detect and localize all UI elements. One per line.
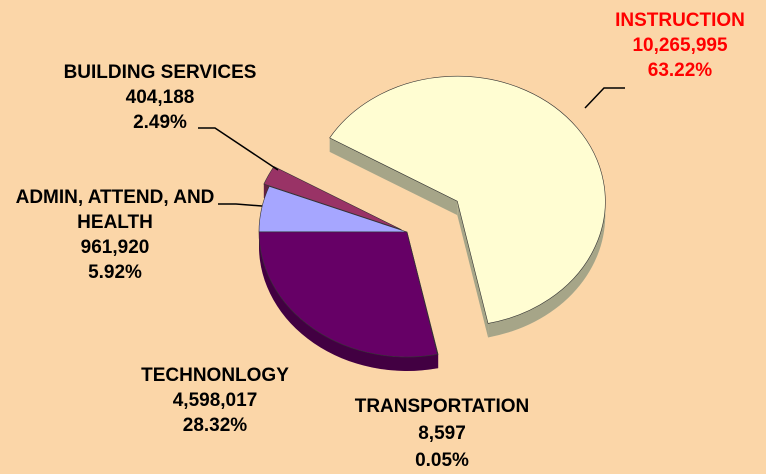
- slice-label: ADMIN, ATTEND, AND HEALTH 961,920 5.92%: [15, 185, 215, 285]
- leader-line: [218, 203, 263, 207]
- percent-label: 28.32%: [182, 415, 248, 436]
- category-label: ADMIN, ATTEND, AND HEALTH: [15, 187, 215, 233]
- slice-side: [329, 137, 458, 216]
- slice: [329, 75, 606, 324]
- slice: [258, 185, 408, 233]
- category-label: BUILDING SERVICES: [63, 62, 257, 83]
- slice-side: [457, 201, 489, 338]
- slice: [406, 231, 439, 355]
- value-label: 961,920: [80, 237, 150, 258]
- value-label: 8,597: [418, 423, 466, 444]
- category-label: INSTRUCTION: [615, 10, 745, 31]
- slice-label: INSTRUCTION 10,265,995 63.22%: [590, 8, 766, 83]
- value-label: 4,598,017: [172, 390, 258, 411]
- category-label: TECHNONLOGY: [141, 365, 289, 386]
- slice: [258, 231, 438, 358]
- value-label: 10,265,995: [632, 35, 728, 56]
- category-label: TRANSPORTATION: [354, 396, 530, 417]
- slice-label: TECHNONLOGY 4,598,017 28.32%: [115, 363, 315, 438]
- percent-label: 2.49%: [133, 112, 187, 133]
- slice-side: [259, 232, 438, 372]
- percent-label: 5.92%: [88, 262, 142, 283]
- percent-label: 63.22%: [647, 60, 713, 81]
- slice-label: BUILDING SERVICES 404,188 2.49%: [30, 60, 290, 135]
- slice-label: TRANSPORTATION 8,597 0.05%: [322, 393, 562, 474]
- slice-shade: [329, 137, 458, 216]
- slice-shade: [259, 232, 438, 372]
- percent-label: 0.05%: [415, 450, 469, 471]
- slice-shade: [457, 201, 489, 338]
- pie: [258, 75, 606, 372]
- value-label: 404,188: [125, 87, 195, 108]
- leader-line: [584, 87, 625, 109]
- leader-line: [198, 127, 279, 171]
